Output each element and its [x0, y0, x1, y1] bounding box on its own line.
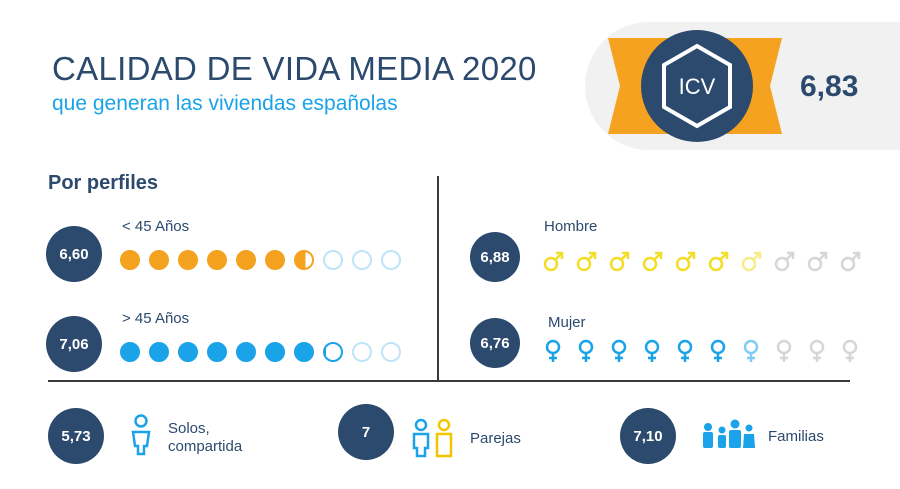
female-symbol-icon: [578, 339, 594, 362]
rating-dot: [178, 342, 198, 362]
badge-solos: 5,73: [48, 408, 104, 464]
rating-dot: [207, 342, 227, 362]
rating-dot: [178, 250, 198, 270]
male-symbol-icon: [741, 251, 762, 272]
female-symbol-icon: [842, 339, 858, 362]
icv-emblem: ICV: [608, 30, 782, 142]
female-symbol-icon: [611, 339, 627, 362]
rating-dot: [323, 342, 343, 362]
rating-dot: [236, 250, 256, 270]
badge-familias: 7,10: [620, 408, 676, 464]
horizontal-divider: [48, 380, 850, 382]
rating-dot: [294, 250, 314, 270]
icv-value: 6,83: [800, 70, 859, 103]
badge-under-45: 6,60: [46, 226, 102, 282]
male-symbol-icon: [708, 251, 729, 272]
label-familias: Familias: [768, 428, 824, 445]
rating-mujer: [542, 338, 861, 364]
label-solos: Solos, compartida: [168, 420, 242, 456]
female-symbol-icon: [809, 339, 825, 362]
rating-dot: [352, 342, 372, 362]
page-title: CALIDAD DE VIDA MEDIA 2020: [52, 50, 537, 87]
label-under-45: < 45 Años: [122, 218, 190, 235]
male-symbol-icon: [576, 251, 597, 272]
female-symbol-icon: [644, 339, 660, 362]
badge-mujer: 6,76: [470, 318, 520, 368]
badge-hombre: 6,88: [470, 232, 520, 282]
rating-dot: [352, 250, 372, 270]
rating-dot: [381, 250, 401, 270]
male-symbol-icon: [543, 251, 564, 272]
page-subtitle: que generan las viviendas españolas: [52, 92, 398, 115]
rating-dot: [207, 250, 227, 270]
rating-dot: [149, 250, 169, 270]
rating-dot: [265, 342, 285, 362]
label-hombre: Hombre: [544, 218, 598, 235]
rating-dot: [120, 250, 140, 270]
label-parejas: Parejas: [470, 430, 521, 447]
female-symbol-icon: [545, 339, 561, 362]
couple-icon: [412, 418, 453, 458]
rating-over-45: [120, 342, 401, 362]
label-solos-line2: compartida: [168, 438, 243, 455]
icv-circle: [641, 30, 753, 142]
rating-dot: [381, 342, 401, 362]
male-symbol-icon: [807, 251, 828, 272]
rating-dot: [149, 342, 169, 362]
male-symbol-icon: [675, 251, 696, 272]
section-title: Por perfiles: [48, 172, 159, 194]
rating-dot: [236, 342, 256, 362]
icv-hexagon: [662, 43, 732, 129]
female-symbol-icon: [677, 339, 693, 362]
female-symbol-icon: [710, 339, 726, 362]
vertical-divider: [437, 176, 439, 380]
single-person-icon: [131, 414, 151, 456]
rating-dot: [265, 250, 285, 270]
badge-over-45: 7,06: [46, 316, 102, 372]
label-over-45: > 45 Años: [122, 310, 190, 327]
badge-parejas: 7: [338, 404, 394, 460]
male-symbol-icon: [840, 251, 861, 272]
icv-label: ICV: [679, 74, 716, 99]
rating-under-45: [120, 250, 401, 270]
rating-dot: [120, 342, 140, 362]
label-solos-line1: Solos,: [168, 420, 210, 437]
male-symbol-icon: [774, 251, 795, 272]
family-icon: [703, 419, 755, 448]
rating-hombre: [542, 248, 861, 274]
male-symbol-icon: [642, 251, 663, 272]
female-symbol-icon: [743, 339, 759, 362]
female-symbol-icon: [776, 339, 792, 362]
rating-dot: [294, 342, 314, 362]
male-symbol-icon: [609, 251, 630, 272]
rating-dot: [323, 250, 343, 270]
label-mujer: Mujer: [548, 314, 586, 331]
